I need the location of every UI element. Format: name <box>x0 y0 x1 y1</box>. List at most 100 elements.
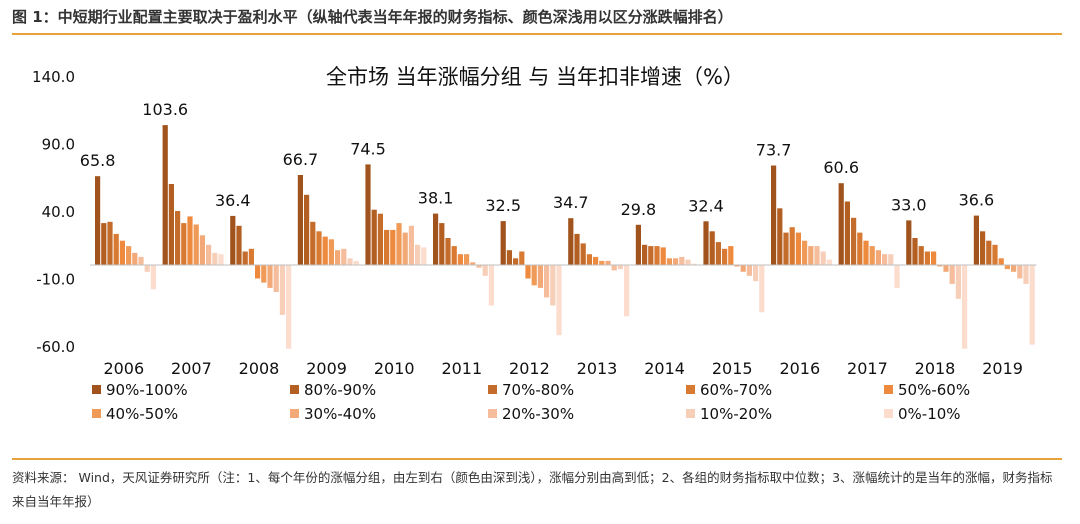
bar <box>844 201 850 265</box>
data-label: 36.6 <box>959 191 995 210</box>
y-tick-label: 90.0 <box>42 136 75 154</box>
bar <box>746 265 752 276</box>
bar <box>187 216 193 265</box>
title-divider <box>12 33 1062 35</box>
bar <box>943 265 949 272</box>
bar <box>759 265 765 313</box>
bar <box>998 258 1004 266</box>
bar <box>605 260 611 265</box>
bar <box>519 251 525 265</box>
legend-swatch <box>488 409 497 418</box>
legend-swatch <box>92 385 101 394</box>
bar <box>402 232 408 265</box>
data-label: 34.7 <box>553 193 589 212</box>
bar <box>931 251 937 265</box>
bar <box>1011 265 1017 272</box>
bar <box>593 256 599 265</box>
bar <box>660 247 666 265</box>
bar <box>144 265 150 272</box>
bar <box>863 240 869 265</box>
bar <box>464 254 470 265</box>
bar <box>525 265 531 279</box>
bar <box>912 238 918 265</box>
x-tick-label: 2017 <box>847 359 888 378</box>
bar <box>408 225 414 265</box>
bar <box>126 246 132 265</box>
bar <box>955 265 961 299</box>
legend-swatch <box>686 409 695 418</box>
bar <box>181 223 187 265</box>
bar <box>544 265 550 298</box>
bar <box>986 240 992 265</box>
bar <box>777 208 783 265</box>
legend-swatch <box>488 385 497 394</box>
bar <box>550 265 556 306</box>
bar <box>341 248 347 265</box>
bar <box>894 265 900 288</box>
bar <box>500 221 506 265</box>
bar <box>476 265 482 268</box>
bar <box>857 232 863 265</box>
x-tick-label: 2018 <box>915 359 956 378</box>
bar <box>138 256 144 265</box>
data-label: 65.8 <box>80 151 116 170</box>
bar <box>624 265 630 317</box>
bar <box>193 224 199 265</box>
x-tick-label: 2016 <box>779 359 820 378</box>
bar <box>347 258 353 266</box>
bar <box>673 258 679 266</box>
data-label: 32.5 <box>485 196 521 215</box>
legend-swatch <box>92 409 101 418</box>
bar <box>875 250 881 265</box>
bar <box>617 265 623 270</box>
data-label: 73.7 <box>756 141 792 160</box>
bar <box>740 265 746 272</box>
source-divider <box>12 458 1062 460</box>
bar <box>820 251 826 265</box>
bar <box>980 231 986 266</box>
bar <box>279 265 285 315</box>
bar <box>574 233 580 265</box>
bar <box>297 175 303 265</box>
bar <box>113 233 119 265</box>
bar <box>531 265 537 286</box>
bar <box>261 265 267 283</box>
bar <box>310 221 316 265</box>
legend-label: 90%-100% <box>106 381 188 399</box>
bar <box>654 246 660 265</box>
bar <box>648 246 654 265</box>
legend-label: 40%-50% <box>106 405 178 423</box>
bar <box>328 239 334 265</box>
bar <box>728 246 734 265</box>
bar <box>802 240 808 265</box>
bar <box>451 246 457 265</box>
x-tick-label: 2011 <box>441 359 482 378</box>
bar <box>513 258 519 266</box>
bar <box>537 265 543 288</box>
bar <box>242 251 248 265</box>
legend-swatch <box>290 409 299 418</box>
bar <box>273 265 279 292</box>
bar <box>168 184 174 265</box>
bar <box>230 215 236 265</box>
bar <box>715 242 721 265</box>
legend-label: 30%-40% <box>304 405 376 423</box>
bar <box>703 221 709 265</box>
bar <box>906 220 912 265</box>
bar <box>390 229 396 265</box>
bar <box>992 244 998 266</box>
bar <box>377 213 383 265</box>
bar <box>1004 265 1010 270</box>
bar <box>679 256 685 265</box>
source-note: 资料来源： Wind，天风证券研究所（注：1、每个年份的涨幅分组，由左到右（颜色… <box>12 466 1064 514</box>
bar <box>937 265 943 267</box>
data-label: 38.1 <box>418 189 454 208</box>
bar <box>470 262 476 265</box>
bar <box>1029 265 1035 345</box>
data-label: 60.6 <box>823 158 859 177</box>
data-label: 29.8 <box>621 200 657 219</box>
bar <box>949 265 955 284</box>
bar <box>236 225 242 265</box>
x-tick-label: 2014 <box>644 359 685 378</box>
figure-title: 图 1：中短期行业配置主要取决于盈利水平（纵轴代表当年年报的财务指标、颜色深浅用… <box>12 8 733 26</box>
